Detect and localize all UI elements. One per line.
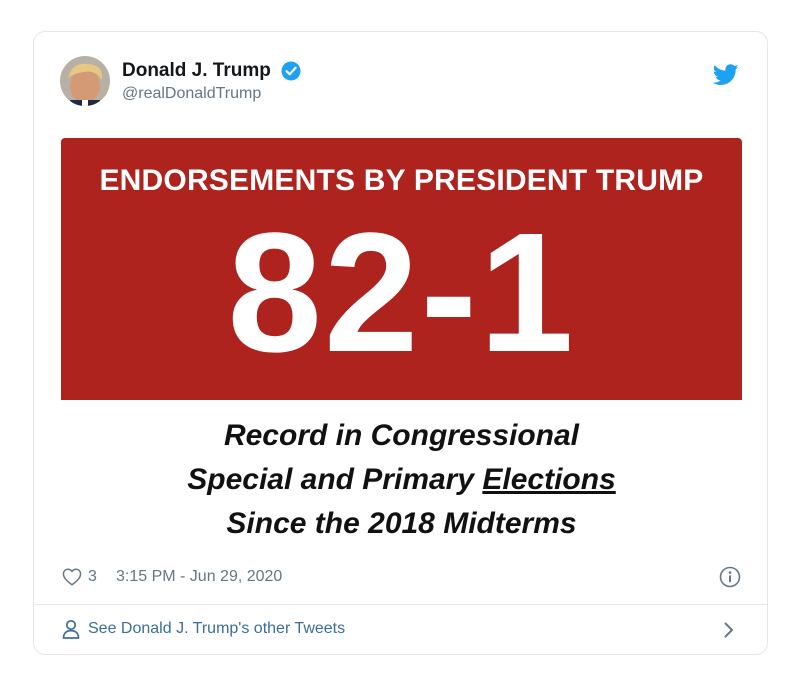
caption-line-1: Record in Congressional: [223, 419, 580, 452]
avatar[interactable]: [60, 56, 110, 106]
see-other-tweets-link[interactable]: See Donald J. Trump's other Tweets: [60, 616, 741, 646]
divider: [34, 604, 767, 605]
person-icon: [62, 619, 80, 639]
caption-line-2: Special and Primary Elections: [61, 458, 742, 502]
caption-elections-underlined: Elections: [482, 463, 616, 496]
info-icon[interactable]: [719, 566, 741, 588]
tweet-header: Donald J. Trump @realDonaldTrump: [60, 56, 741, 108]
caption-line-2-text: Special and Primary: [187, 463, 483, 496]
caption-line-3: Since the 2018 Midterms: [226, 507, 577, 540]
tweet-media-image[interactable]: ENDORSEMENTS BY PRESIDENT TRUMP 82-1 Rec…: [61, 138, 742, 554]
endorsement-score: 82-1: [227, 198, 576, 388]
see-other-tweets-label[interactable]: See Donald J. Trump's other Tweets: [88, 620, 346, 637]
banner-title: ENDORSEMENTS BY PRESIDENT TRUMP: [99, 164, 704, 197]
media-caption: Record in Congressional Special and Prim…: [61, 414, 742, 546]
endorsement-banner: ENDORSEMENTS BY PRESIDENT TRUMP 82-1: [61, 138, 742, 400]
display-name[interactable]: Donald J. Trump: [122, 60, 271, 81]
like-count[interactable]: 3: [88, 568, 97, 585]
tweet-meta: 3 3:15 PM - Jun 29, 2020: [60, 566, 741, 590]
heart-icon[interactable]: [62, 568, 82, 586]
tweet-card: Donald J. Trump @realDonaldTrump ENDORSE…: [33, 31, 768, 655]
author-names: Donald J. Trump @realDonaldTrump: [122, 60, 301, 103]
twitter-bird-icon[interactable]: [712, 64, 739, 86]
handle[interactable]: @realDonaldTrump: [122, 85, 262, 102]
verified-badge-icon: [281, 61, 301, 81]
timestamp-link[interactable]: 3:15 PM - Jun 29, 2020: [116, 568, 283, 585]
chevron-right-icon[interactable]: [723, 621, 735, 639]
